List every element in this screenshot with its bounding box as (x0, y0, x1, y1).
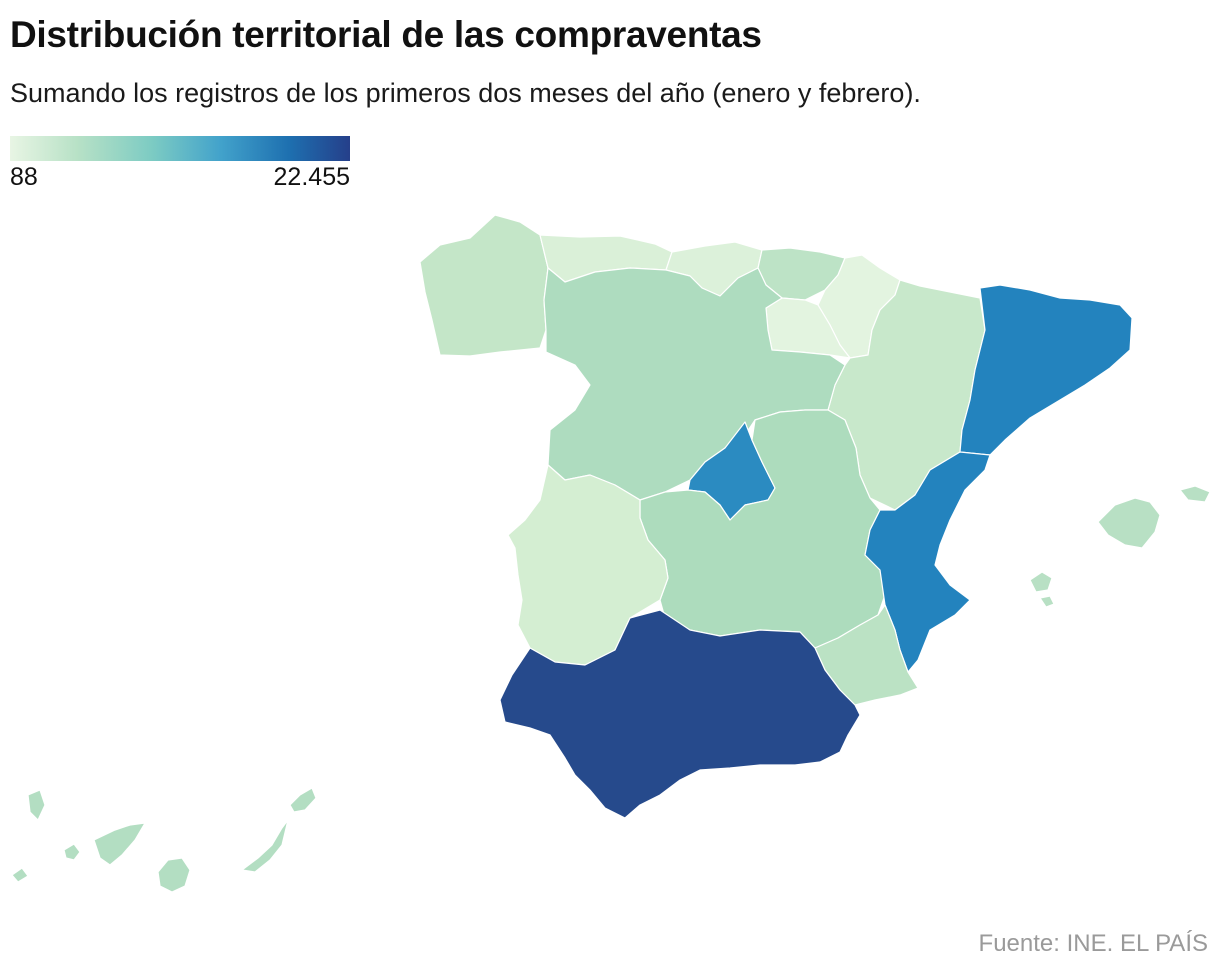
color-legend: 88 22.455 (10, 136, 350, 195)
region-canarias-la-palma[interactable]: Canarias (27, 789, 46, 821)
region-canarias-fuerteventura[interactable]: Canarias (241, 819, 289, 873)
region-canarias-el-hierro[interactable]: Canarias (11, 867, 29, 883)
region-canarias-gran-canaria[interactable]: Canarias (157, 857, 191, 893)
page-title: Distribución territorial de las comprave… (10, 14, 762, 55)
region-baleares-formentera[interactable]: Islas Baleares (1039, 595, 1055, 608)
region-galicia[interactable]: Galicia (419, 214, 549, 357)
region-baleares-menorca[interactable]: Islas Baleares (1179, 485, 1211, 503)
region-valencia[interactable]: Comunidad Valenciana (864, 451, 991, 673)
region-andalucia[interactable]: Andalucía (499, 609, 861, 819)
legend-gradient-bar (10, 136, 350, 161)
legend-labels: 88 22.455 (10, 163, 350, 195)
source-credit: Fuente: INE. EL PAÍS (978, 930, 1208, 957)
legend-min-label: 88 (10, 163, 38, 191)
region-canarias-la-gomera[interactable]: Canarias (63, 843, 81, 861)
region-murcia[interactable]: Región de Murcia (814, 604, 919, 706)
page-subtitle: Sumando los registros de los primeros do… (10, 78, 921, 108)
region-baleares-ibiza[interactable]: Islas Baleares (1029, 571, 1053, 593)
region-canarias-lanzarote[interactable]: Canarias (289, 787, 317, 813)
region-baleares-mallorca[interactable]: Islas Baleares (1097, 497, 1161, 549)
region-canarias-tenerife[interactable]: Canarias (93, 822, 146, 866)
legend-max-label: 22.455 (273, 163, 350, 191)
region-cataluna[interactable]: Cataluña (959, 284, 1133, 456)
